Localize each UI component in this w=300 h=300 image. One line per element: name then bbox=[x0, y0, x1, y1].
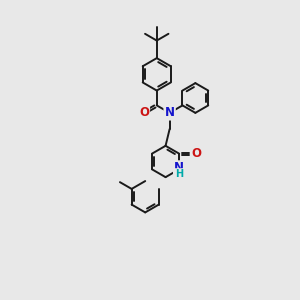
Text: N: N bbox=[174, 161, 184, 175]
Text: N: N bbox=[165, 106, 175, 119]
Text: O: O bbox=[191, 147, 201, 160]
Text: O: O bbox=[139, 106, 149, 119]
Text: H: H bbox=[175, 169, 183, 179]
